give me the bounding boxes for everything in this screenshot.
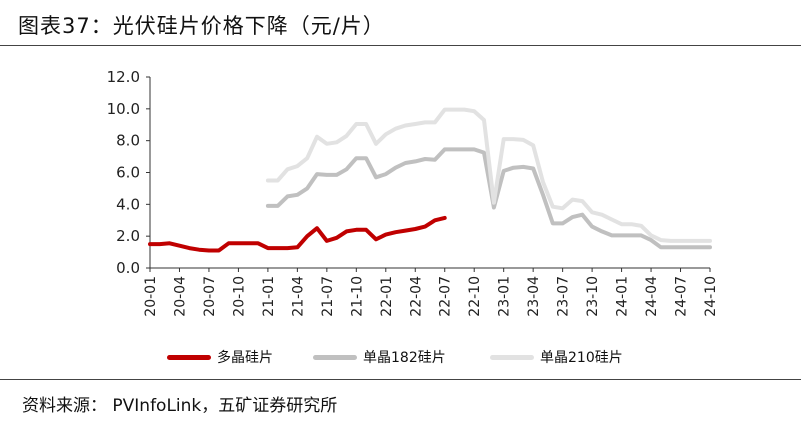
x-tick-label: 23-07	[556, 276, 572, 317]
legend-swatch-mono182	[313, 354, 357, 360]
x-tick-label: 21-10	[349, 276, 365, 317]
legend-item-mono210: 单晶210硅片	[490, 346, 623, 368]
top-rule	[0, 45, 801, 46]
legend-label-mono210: 单晶210硅片	[540, 350, 623, 366]
bottom-rule	[0, 379, 801, 380]
x-tick-label: 23-04	[526, 276, 542, 317]
x-tick-label: 24-01	[615, 276, 631, 317]
y-tick-label: 10.0	[107, 100, 140, 118]
series-line-0	[148, 215, 447, 253]
x-tick-label: 24-10	[703, 276, 719, 317]
x-tick-label: 23-10	[585, 276, 601, 317]
x-tick-label: 21-07	[320, 276, 336, 317]
x-tick-label: 23-01	[497, 276, 513, 317]
x-tick-label: 24-04	[644, 276, 660, 317]
x-tick-label: 20-07	[202, 276, 218, 317]
figure-title: 图表37：光伏硅片价格下降（元/片）	[18, 14, 385, 38]
legend-label-mono182: 单晶182硅片	[363, 350, 446, 366]
x-tick-label: 21-04	[290, 276, 306, 317]
y-tick-label: 12.0	[107, 68, 140, 86]
price-line-chart: 0.0 2.0 4.0 6.0 8.0 10.0 12.0 20-01 20-04 20-07 20…	[107, 68, 719, 317]
x-tick-label: 20-01	[143, 276, 159, 317]
x-tick-label: 20-04	[172, 276, 188, 317]
x-tick-label: 21-01	[261, 276, 277, 317]
y-tick-label: 0.0	[116, 259, 140, 277]
chart-legend: 多晶硅片 单晶182硅片 单晶210硅片	[0, 346, 801, 368]
y-tick-label: 8.0	[116, 132, 140, 150]
series-line-2	[265, 107, 712, 243]
legend-item-poly: 多晶硅片	[167, 346, 273, 368]
legend-item-mono182: 单晶182硅片	[313, 346, 446, 368]
x-tick-label: 20-10	[231, 276, 247, 317]
y-tick-label: 4.0	[116, 195, 140, 213]
legend-swatch-mono210	[490, 354, 534, 360]
x-tick-label: 22-10	[467, 276, 483, 317]
legend-swatch-poly	[167, 354, 211, 360]
source-note: 资料来源： PVInfoLink，五矿证券研究所	[22, 396, 338, 416]
legend-label-poly: 多晶硅片	[217, 350, 273, 366]
x-tick-label: 22-07	[438, 276, 454, 317]
x-tick-label: 22-01	[379, 276, 395, 317]
y-tick-label: 2.0	[116, 227, 140, 245]
x-tick-label: 22-04	[408, 276, 424, 317]
series-line-1	[265, 147, 712, 250]
x-tick-label: 24-07	[674, 276, 690, 317]
y-tick-label: 6.0	[116, 164, 140, 182]
